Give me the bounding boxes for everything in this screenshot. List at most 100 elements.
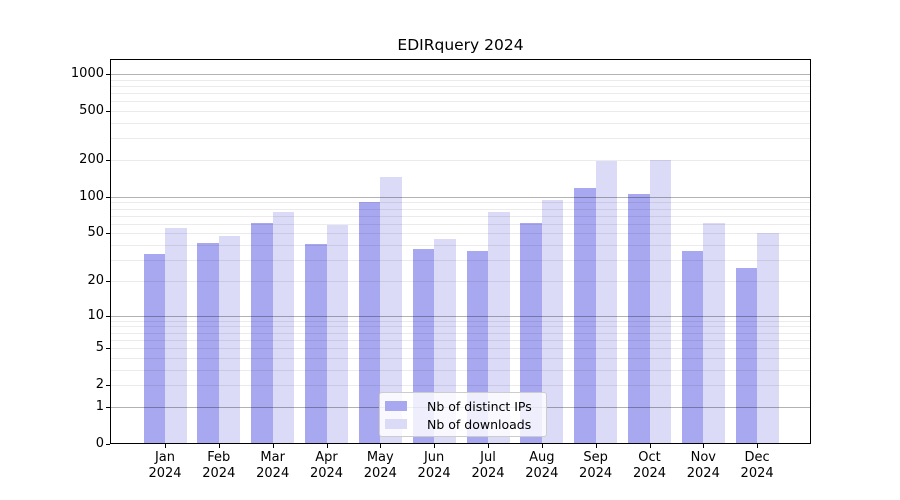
x-tick-label-mar: Mar 2024 xyxy=(256,450,290,481)
legend: Nb of distinct IPs Nb of downloads xyxy=(379,392,547,437)
bar-distinct-ips-nov xyxy=(681,250,704,444)
x-tick-label-apr: Apr 2024 xyxy=(309,450,344,481)
y-tick-label: 50 xyxy=(87,225,104,241)
gridline-minor xyxy=(110,245,811,247)
x-tick-label-aug: Aug 2024 xyxy=(525,450,559,481)
x-tick-mark xyxy=(649,444,651,448)
legend-label-distinct-ips: Nb of distinct IPs xyxy=(427,398,532,414)
y-tick-mark xyxy=(106,111,110,112)
legend-swatch-downloads xyxy=(385,419,407,429)
gridline-minor xyxy=(110,348,811,349)
gridline-minor xyxy=(110,233,811,235)
y-tick-mark xyxy=(106,196,110,198)
legend-item-distinct-ips: Nb of distinct IPs xyxy=(380,397,546,415)
x-tick-label-dec: Dec 2024 xyxy=(740,450,774,481)
x-tick-mark xyxy=(326,444,328,448)
y-tick-label: 100 xyxy=(79,188,104,204)
x-tick-label-jun: Jun 2024 xyxy=(417,450,451,481)
gridline-minor xyxy=(110,101,811,103)
legend-swatch-distinct-ips xyxy=(385,401,407,411)
bar-downloads-nov xyxy=(703,223,725,444)
gridline-minor xyxy=(110,320,811,322)
gridline-minor xyxy=(110,123,811,124)
bar-distinct-ips-apr xyxy=(305,243,327,444)
y-tick-label: 5 xyxy=(95,340,104,355)
plot-frame xyxy=(110,59,811,444)
gridline-minor xyxy=(110,332,811,334)
y-tick-mark xyxy=(106,406,110,408)
gridline-minor xyxy=(110,79,811,81)
y-tick-mark xyxy=(106,160,110,161)
x-tick-label-jan: Jan 2024 xyxy=(148,450,182,481)
bar-downloads-oct xyxy=(649,160,671,444)
bar-distinct-ips-oct xyxy=(628,193,650,444)
bar-downloads-aug xyxy=(541,200,564,444)
gridline-minor xyxy=(110,111,811,112)
y-tick-mark xyxy=(106,444,110,445)
gridline-major xyxy=(110,315,811,317)
bar-downloads-may xyxy=(380,177,402,444)
gridline-minor xyxy=(110,215,811,217)
legend-label-downloads: Nb of downloads xyxy=(427,416,532,432)
chart-title: EDIRquery 2024 xyxy=(397,36,524,54)
x-tick-label-feb: Feb 2024 xyxy=(202,450,236,481)
x-tick-mark xyxy=(541,444,543,448)
gridline-minor xyxy=(110,160,811,161)
gridline-major xyxy=(110,196,811,198)
x-tick-mark xyxy=(434,444,436,448)
y-tick-mark xyxy=(106,315,110,317)
gridline-minor xyxy=(110,280,811,282)
bar-distinct-ips-jan xyxy=(143,253,165,444)
y-tick-mark xyxy=(106,385,110,387)
x-tick-mark xyxy=(165,444,166,448)
bar-downloads-apr xyxy=(326,224,348,444)
gridline-minor xyxy=(110,223,811,225)
gridline-minor xyxy=(110,138,811,140)
bar-distinct-ips-dec xyxy=(735,267,758,444)
x-tick-mark xyxy=(488,444,489,448)
y-tick-mark xyxy=(106,348,110,349)
x-tick-label-nov: Nov 2024 xyxy=(686,450,720,481)
bar-downloads-mar xyxy=(272,212,295,444)
x-tick-label-oct: Oct 2024 xyxy=(632,450,667,481)
legend-item-downloads: Nb of downloads xyxy=(380,415,546,433)
x-tick-label-jul: Jul 2024 xyxy=(471,450,505,481)
x-tick-mark xyxy=(757,444,759,448)
x-tick-mark xyxy=(703,444,705,448)
x-tick-mark xyxy=(595,444,597,448)
y-tick-mark xyxy=(106,280,110,282)
y-tick-label: 2 xyxy=(95,377,104,393)
x-tick-label-sep: Sep 2024 xyxy=(579,450,613,481)
bar-distinct-ips-may xyxy=(358,202,381,444)
y-tick-label: 10 xyxy=(87,307,104,323)
y-tick-label: 1000 xyxy=(70,66,104,81)
bar-distinct-ips-sep xyxy=(574,188,596,444)
bar-distinct-ips-feb xyxy=(197,242,219,444)
gridline-minor xyxy=(110,85,811,87)
gridline-minor xyxy=(110,385,811,387)
x-tick-label-may: May 2024 xyxy=(363,450,397,481)
gridline-major xyxy=(110,74,811,75)
x-tick-mark xyxy=(218,444,220,448)
x-tick-mark xyxy=(272,444,274,448)
y-tick-label: 0 xyxy=(95,436,104,451)
gridline-minor xyxy=(110,208,811,210)
y-tick-label: 500 xyxy=(79,103,104,118)
y-tick-label: 200 xyxy=(79,152,104,167)
gridline-minor xyxy=(110,260,811,262)
bar-downloads-feb xyxy=(218,235,241,444)
gridline-minor xyxy=(110,202,811,204)
bar-distinct-ips-aug xyxy=(520,223,542,444)
gridline-minor xyxy=(110,357,811,359)
bar-downloads-sep xyxy=(595,161,618,444)
bar-downloads-dec xyxy=(757,233,779,444)
bar-downloads-jan xyxy=(165,228,187,444)
gridline-minor xyxy=(110,326,811,328)
x-tick-mark xyxy=(380,444,382,448)
bar-distinct-ips-mar xyxy=(251,223,273,444)
gridline-minor xyxy=(110,93,811,95)
bar-downloads-jul xyxy=(488,212,510,444)
y-tick-mark xyxy=(106,233,110,235)
y-tick-mark xyxy=(106,74,110,75)
